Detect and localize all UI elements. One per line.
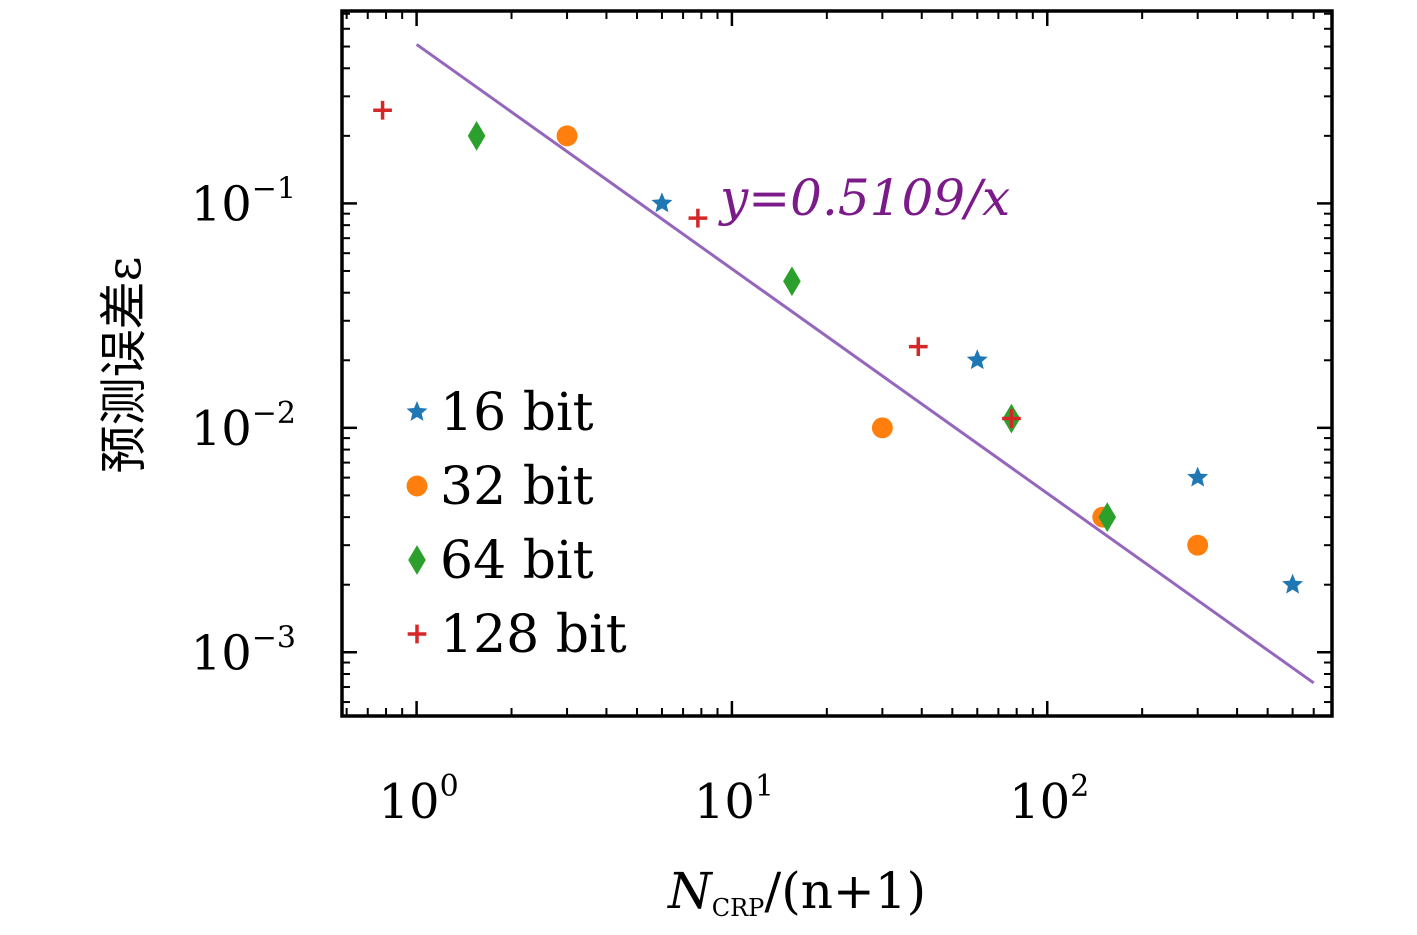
plot-frame — [340, 9, 1334, 718]
data-point-star-0-2 — [1187, 466, 1209, 487]
legend-label: 16 bit — [440, 383, 594, 443]
data-point-star-0-1 — [966, 349, 988, 370]
data-point-star-0-3 — [1282, 573, 1304, 594]
data-point-plus-3-3 — [1002, 409, 1021, 428]
fit-line — [415, 43, 1315, 685]
data-point-plus-3-1 — [688, 208, 708, 228]
data-point-plus-3-2 — [908, 337, 928, 357]
x-tick-label: 102 — [1009, 769, 1089, 830]
data-point-diamond-2-0 — [467, 120, 486, 151]
x-axis-label-main: N — [667, 862, 714, 920]
data-point-plus-3-0 — [373, 100, 392, 120]
y-tick-label: 10−3 — [191, 620, 296, 681]
x-axis-label-rest: /(n+1) — [764, 862, 926, 920]
legend-label: 128 bit — [440, 605, 627, 665]
legend-label: 64 bit — [440, 531, 594, 591]
data-point-circle-1-0 — [556, 125, 578, 147]
legend-marker-circle — [406, 475, 428, 497]
tick-labels: 100 101 102 10−1 10−2 10−3 — [191, 171, 1090, 830]
legend: 16 bit 32 bit 64 bit 128 bit — [406, 383, 627, 665]
x-tick-label: 101 — [694, 769, 774, 830]
data-point-circle-1-3 — [1187, 534, 1209, 556]
data-point-circle-1-1 — [871, 417, 893, 439]
x-tick-label: 100 — [379, 769, 459, 830]
y-tick-label: 10−1 — [191, 171, 296, 232]
x-axis-label-sub: CRP — [712, 894, 765, 922]
fit-line-label: y=0.5109/x — [718, 169, 1010, 227]
data-point-diamond-2-1 — [783, 266, 801, 297]
legend-marker-diamond — [408, 545, 426, 575]
data-point-star-0-0 — [651, 192, 673, 213]
major-ticks — [342, 11, 1332, 716]
legend-marker-star — [406, 401, 428, 421]
x-axis-label: NCRP/(n+1) — [667, 862, 926, 922]
data-point-diamond-2-3 — [1098, 502, 1117, 532]
data-markers — [373, 100, 1304, 594]
legend-marker-plus — [407, 624, 427, 644]
y-axis-label: 预测误差ε — [96, 257, 152, 474]
y-tick-label: 10−2 — [191, 396, 296, 457]
legend-label: 32 bit — [440, 457, 594, 517]
